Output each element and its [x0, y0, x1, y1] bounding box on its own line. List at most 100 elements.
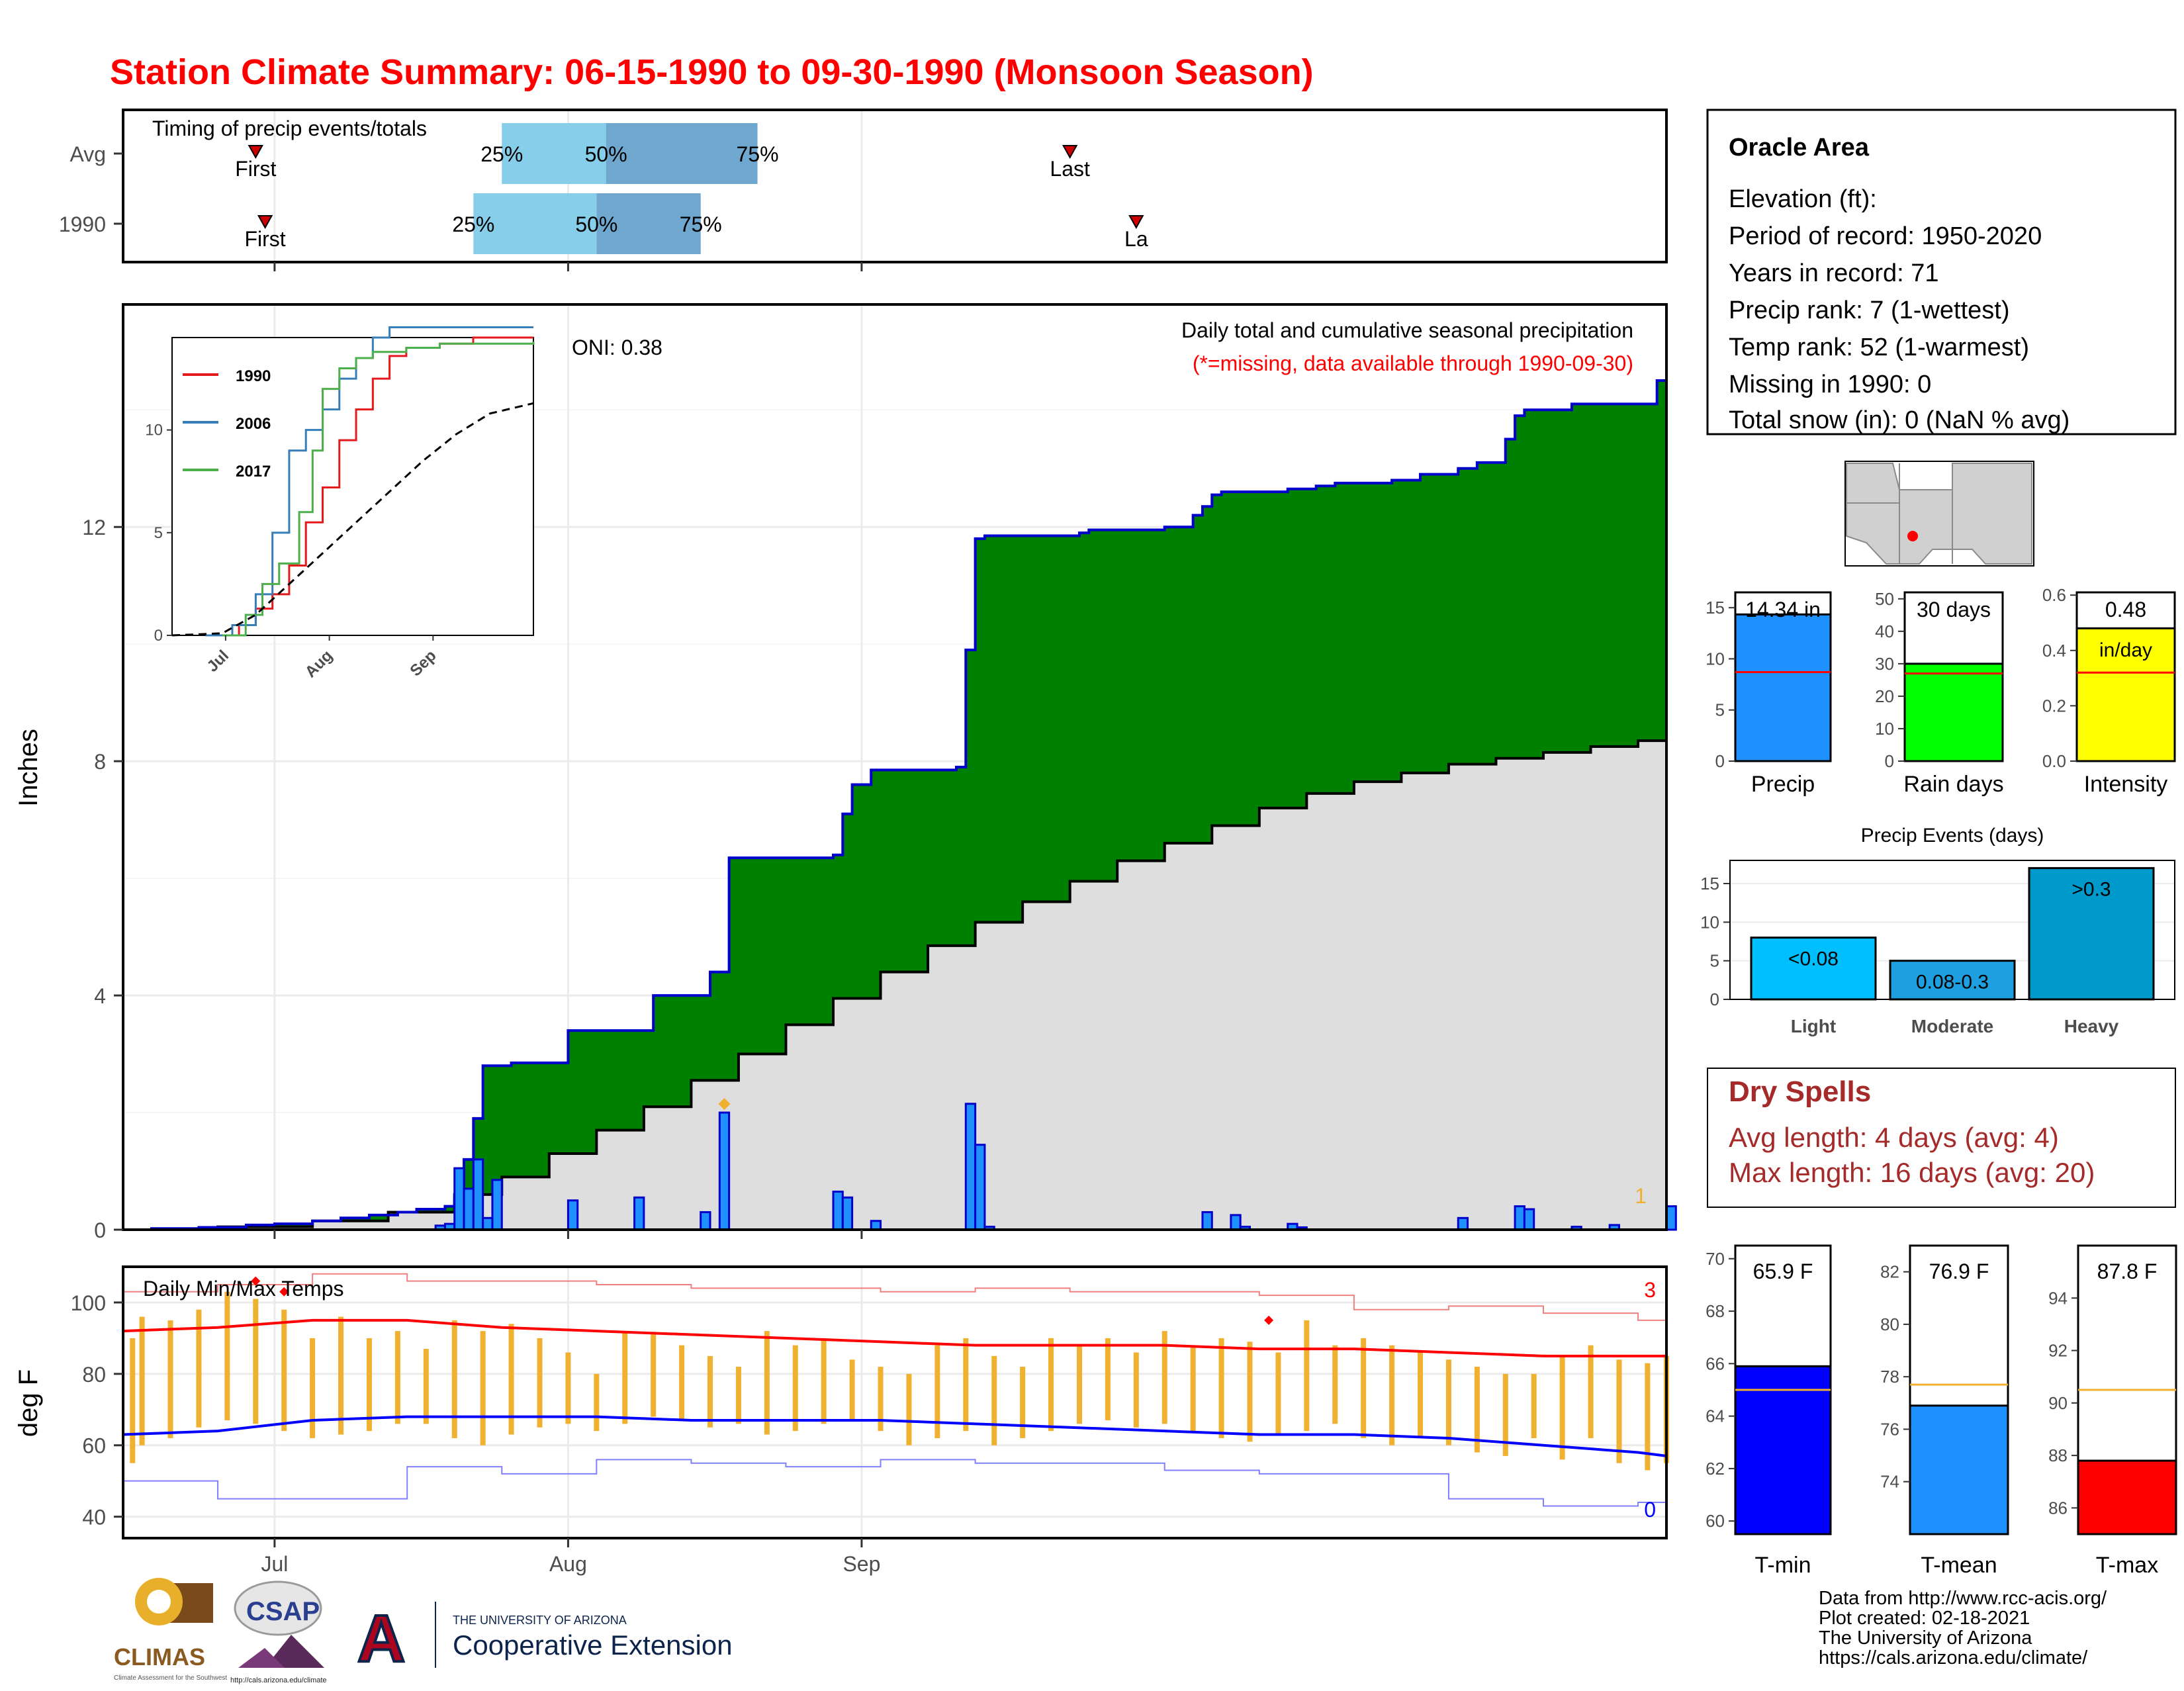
daily-precip-bar [832, 1190, 844, 1231]
temp-summary-tick-label: 94 [2048, 1288, 2068, 1308]
daily-temp-range-bar [1332, 1345, 1338, 1424]
temp-x-tick-label: Aug [549, 1552, 587, 1576]
cumulative-departure-area [587, 1030, 597, 1154]
record-high-marker [1264, 1315, 1274, 1325]
cumulative-departure-area [871, 770, 882, 999]
cumulative-departure-area [710, 972, 720, 1081]
cumulative-departure-area [1089, 529, 1099, 882]
temp-x-tick-label: Jul [261, 1552, 288, 1576]
cumulative-departure-area [1335, 482, 1345, 794]
temp-summary-value: 76.9 F [1929, 1259, 1989, 1283]
cumulative-departure-area [1420, 474, 1430, 773]
cumulative-departure-area [284, 1224, 295, 1227]
cumulative-departure-area [1562, 410, 1572, 753]
university-logo: A THE UNIVERSITY OF ARIZONA Cooperative … [356, 1600, 733, 1677]
timing-event-marker [1062, 145, 1078, 160]
cumulative-departure-area [1174, 527, 1184, 844]
inset-series-line [222, 342, 535, 637]
avg-max-temp-line [122, 1318, 1666, 1357]
cumulative-departure-area [341, 1218, 351, 1221]
cumulative-departure-area [889, 770, 900, 972]
cumulative-departure-area [1553, 410, 1563, 753]
cumulative-departure-area [814, 858, 825, 1025]
cumulative-departure-area [293, 1224, 304, 1227]
credits-block: Data from http://www.rcc-acis.org/ Plot … [1819, 1588, 2107, 1668]
cumulative-departure-area [1382, 482, 1392, 782]
cumulative-departure-area [946, 770, 957, 946]
cumulative-departure-area [1297, 488, 1307, 808]
events-tick-label: 15 [1700, 874, 1719, 893]
cumulative-departure-area [1638, 404, 1648, 741]
cumulative-departure-area [994, 535, 1005, 923]
university-a-mark: A [357, 1602, 405, 1676]
cumulative-departure-area [350, 1218, 361, 1221]
daily-temp-range-bar [963, 1338, 969, 1432]
precip-panel-label: Daily total and cumulative seasonal prec… [1181, 318, 1633, 342]
record-max-count: 3 [1644, 1278, 1656, 1302]
cumulative-departure-area [1003, 535, 1014, 923]
temp-summary-tick-label: 78 [1880, 1367, 1899, 1387]
summary-bar-unit: in/day [2099, 639, 2152, 661]
cumulative-departure-area [1533, 410, 1544, 758]
cumulative-departure-area [1628, 404, 1639, 747]
record-min-line [123, 1459, 1667, 1507]
temp-y-tick-label: 60 [82, 1434, 106, 1458]
cumulative-departure-area [1458, 468, 1469, 764]
daily-temp-range-bar [707, 1355, 713, 1428]
summary-bar-label: Precip [1751, 772, 1815, 797]
cumulative-departure-area [1571, 404, 1582, 753]
cumulative-departure-area [1581, 404, 1592, 753]
temp-summary-tick-label: 76 [1880, 1419, 1899, 1439]
cumulative-departure-area [909, 770, 919, 972]
daily-temp-range-bar [792, 1345, 798, 1432]
record-high-marker [279, 1287, 289, 1297]
climas-logo: CLIMAS Climate Assessment for the Southw… [114, 1578, 227, 1682]
cumulative-departure-area [274, 1224, 285, 1227]
cumulative-departure-area [1600, 404, 1610, 747]
inset-legend-label: 1990 [236, 367, 271, 385]
daily-precip-bar [482, 1216, 494, 1231]
temp-summary-label: T-min [1755, 1553, 1811, 1578]
cumulative-departure-area [1543, 410, 1553, 753]
cooperative-extension: Cooperative Extension [453, 1629, 733, 1661]
daily-temp-range-bar [1474, 1367, 1480, 1453]
cumulative-departure-area [1041, 535, 1052, 902]
temp-summary-t-min: 65.9 F 60 62 64 66 68 70 T-min [1706, 1244, 1832, 1578]
timing-percent-label: 25% [480, 142, 523, 166]
daily-temp-range-bar [764, 1331, 770, 1435]
timing-event-marker [1128, 215, 1144, 230]
cumulative-departure-area [1486, 462, 1497, 764]
avg-cumulative-line [123, 737, 1668, 1231]
station-info-box: Oracle Area Elevation (ft): Period of re… [1706, 109, 2177, 435]
inset-y-tick-label: 0 [154, 627, 163, 645]
daily-precip-bar [964, 1103, 977, 1231]
cumulative-departure-area [1202, 506, 1212, 844]
daily-precip-bar [1514, 1205, 1525, 1231]
cumulative-departure-area [1410, 480, 1421, 773]
summary-bar-intensity: 0.48 in/day 0.0 0.2 0.4 0.6 Intensity [2042, 585, 2176, 797]
timing-event-label: La [1124, 227, 1148, 251]
temp-summary-tick-label: 86 [2048, 1498, 2068, 1518]
daily-temp-range-bar [196, 1309, 202, 1428]
summary-bar-tick-label: 0.6 [2042, 585, 2066, 605]
events-tick-label: 5 [1710, 951, 1719, 971]
daily-precip-bar [841, 1196, 854, 1231]
temp-summary-value: 65.9 F [1753, 1259, 1813, 1283]
summary-bar-value: 30 days [1917, 598, 1991, 621]
event-bar-label: >0.3 [2071, 879, 2111, 901]
daily-precip-bar [453, 1167, 465, 1231]
event-category-label: Moderate [1911, 1016, 1993, 1036]
daily-temp-range-bar [1418, 1352, 1424, 1438]
credit-line: https://cals.arizona.edu/climate/ [1819, 1647, 2088, 1668]
summary-bar-tick-label: 5 [1715, 700, 1725, 720]
cumulative-departure-area [416, 1209, 427, 1212]
cumulative-departure-area [1278, 492, 1289, 808]
cumulative-departure-area [1647, 404, 1658, 741]
cumulative-departure-area [842, 813, 853, 999]
daily-temp-range-bar [130, 1338, 136, 1463]
daily-temp-range-bar [651, 1334, 657, 1417]
cumulative-departure-area [1401, 480, 1412, 773]
cumulative-departure-area [302, 1224, 313, 1227]
